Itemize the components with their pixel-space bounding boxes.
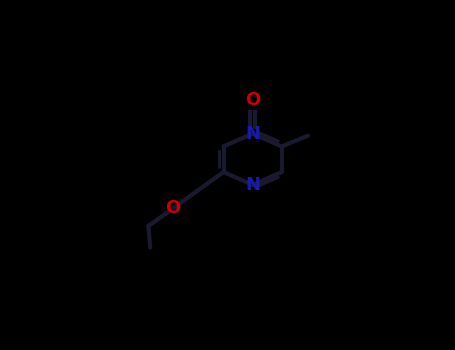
Text: O: O	[245, 91, 260, 109]
Text: N: N	[245, 176, 260, 194]
Text: O: O	[166, 199, 181, 217]
Text: N: N	[245, 125, 260, 143]
